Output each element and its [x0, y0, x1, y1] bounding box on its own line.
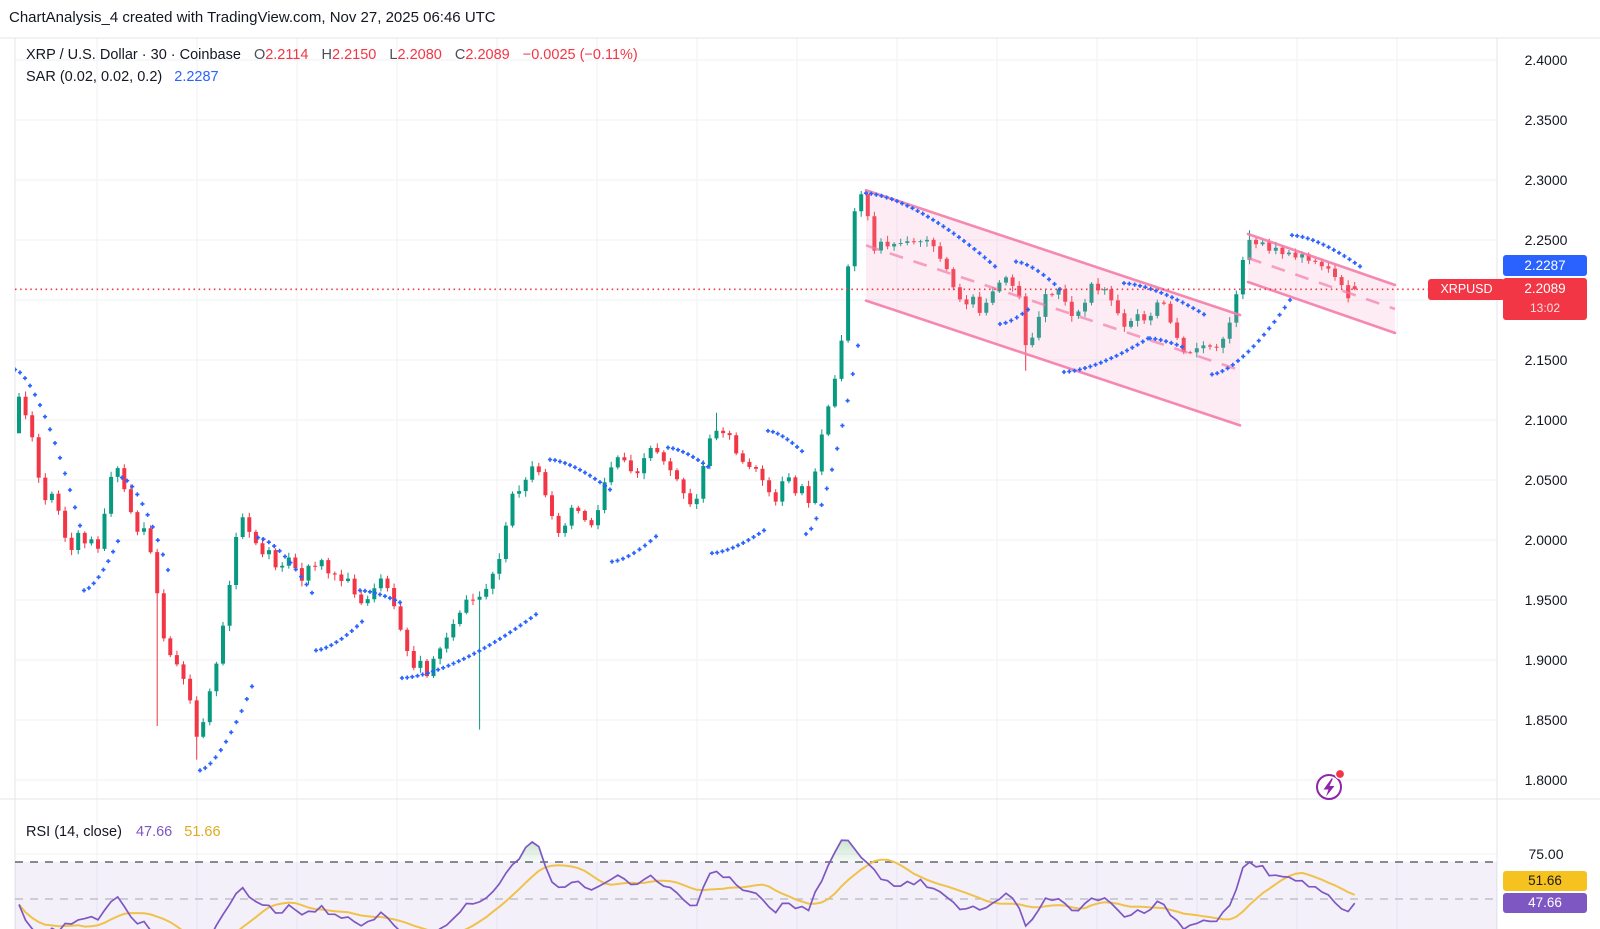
price-tick-label: 1.8000	[1524, 772, 1568, 788]
rsi-value-badge: 47.66	[1503, 893, 1587, 914]
rsi-legend-row[interactable]: RSI (14, close) 47.66 51.66	[26, 824, 221, 840]
price-tick-label: 1.8500	[1524, 712, 1568, 728]
price-tick-label: 2.0500	[1524, 472, 1568, 488]
sar-price-badge: 2.2287	[1503, 255, 1587, 277]
symbol-title: XRP / U.S. Dollar · 30 · Coinbase	[26, 47, 241, 63]
price-tick-label: 1.9500	[1524, 592, 1568, 608]
bar-countdown: 13:02	[1529, 301, 1561, 316]
price-tick-label: 2.1000	[1524, 412, 1568, 428]
page-title: ChartAnalysis_4 created with TradingView…	[9, 9, 496, 26]
price-tick-label: 2.1500	[1524, 352, 1568, 368]
high-value: 2.2150	[332, 47, 377, 63]
sar-value: 2.2287	[174, 69, 219, 85]
lightning-icon[interactable]	[1316, 768, 1346, 800]
price-tick-label: 1.9000	[1524, 652, 1568, 668]
last-price-badge: 2.2089 13:02	[1503, 278, 1587, 321]
change-value: −0.0025 (−0.11%)	[522, 47, 638, 63]
low-value: 2.2080	[397, 47, 442, 63]
open-label: O	[253, 47, 266, 63]
symbol-legend-row[interactable]: XRP / U.S. Dollar · 30 · Coinbase O2.211…	[26, 47, 638, 63]
open-value: 2.2114	[265, 47, 309, 63]
price-tick-label: 2.4000	[1524, 52, 1568, 68]
close-label: C	[454, 47, 466, 63]
rsi-ma-value: 51.66	[184, 824, 221, 840]
rsi-value: 47.66	[135, 824, 173, 840]
price-tick-label: 2.3500	[1524, 112, 1568, 128]
high-label: H	[321, 47, 333, 63]
low-label: L	[389, 47, 398, 63]
last-price-value: 2.2089	[1524, 281, 1566, 297]
close-value: 2.2089	[465, 47, 510, 63]
sar-label: SAR (0.02, 0.02, 0.2)	[26, 69, 163, 85]
price-tick-label: 2.0000	[1524, 532, 1568, 548]
sar-legend-row[interactable]: SAR (0.02, 0.02, 0.2) 2.2287	[26, 69, 219, 85]
price-axis[interactable]: 2.40002.35002.30002.25002.20002.15002.10…	[1498, 0, 1600, 929]
rsi-label: RSI (14, close)	[26, 824, 122, 840]
price-tick-label: 2.3000	[1524, 172, 1568, 188]
price-tick-label: 2.2500	[1524, 232, 1568, 248]
symbol-price-flag: XRPUSD	[1428, 278, 1505, 300]
rsi-tick-label: 75.00	[1528, 846, 1564, 862]
notification-dot	[1334, 768, 1346, 780]
rsi-ma-badge: 51.66	[1503, 871, 1587, 892]
